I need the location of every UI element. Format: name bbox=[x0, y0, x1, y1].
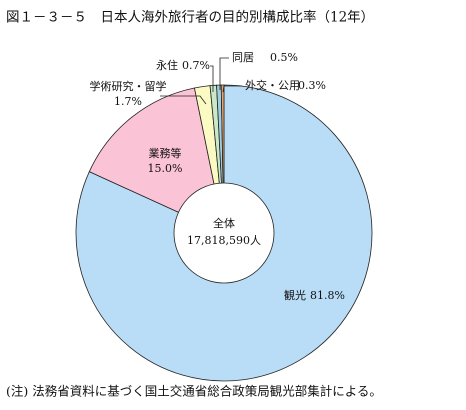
slice-value: 1.7% bbox=[114, 95, 142, 108]
donut-hole bbox=[173, 182, 275, 284]
slice-name: 同居 bbox=[232, 51, 254, 64]
chart-title: 図１－３－５ 日本人海外旅行者の目的別構成比率（12年） bbox=[6, 9, 374, 26]
slice-value: 0.7% bbox=[182, 59, 210, 72]
slice-name: 学術研究・留学 bbox=[90, 79, 167, 93]
slice-name: 観光 bbox=[284, 288, 306, 302]
slice-value: 0.3% bbox=[298, 79, 326, 92]
slice-value: 81.8% bbox=[310, 289, 345, 302]
center-title: 全体 bbox=[213, 216, 235, 230]
leader-line bbox=[219, 57, 229, 90]
slice-value: 0.5% bbox=[270, 51, 298, 64]
slice-name: 外交・公用 bbox=[245, 78, 300, 92]
center-total: 17,818,590人 bbox=[187, 234, 261, 247]
slice-name: 永住 bbox=[156, 58, 178, 72]
leader-line bbox=[160, 95, 207, 105]
note: (注) 法務省資料に基づく国土交通省総合政策局観光部集計による。 bbox=[6, 384, 382, 399]
leader-line bbox=[222, 85, 242, 93]
slice-value: 15.0% bbox=[148, 162, 183, 175]
leader-line bbox=[210, 65, 214, 92]
slice-name: 業務等 bbox=[149, 146, 182, 160]
